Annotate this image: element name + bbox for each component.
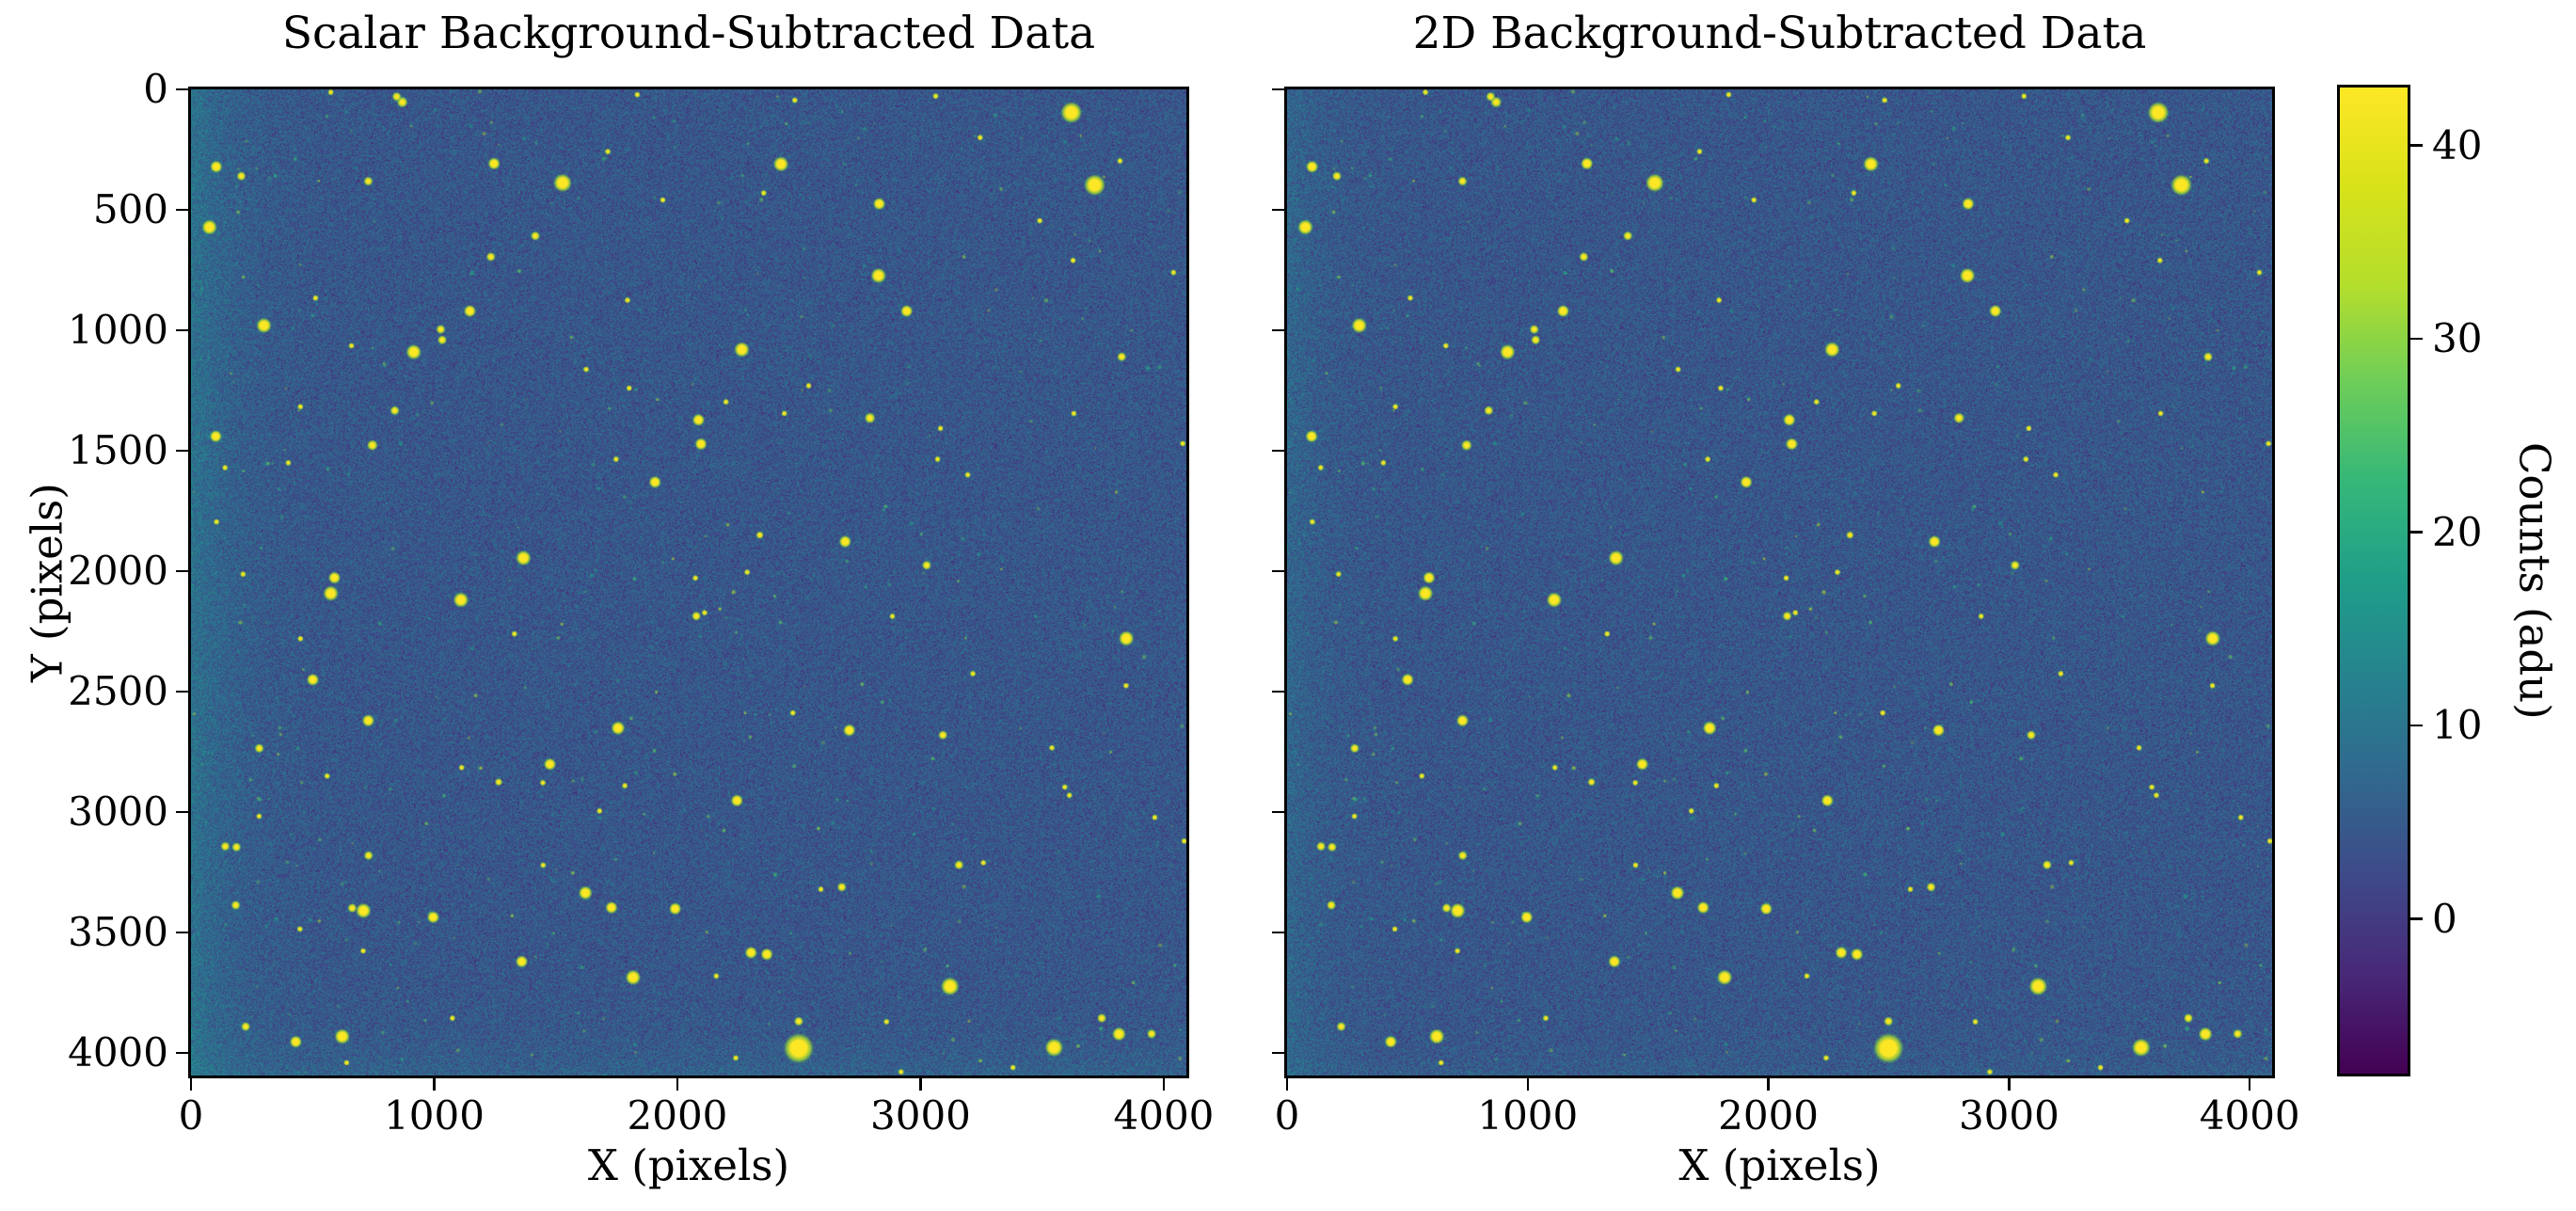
x-tick-label: 3000 — [1958, 1092, 2059, 1139]
x-tick-label: 4000 — [1113, 1092, 1215, 1139]
right-x-axis-label: X (pixels) — [1678, 1140, 1881, 1190]
y-tick — [1272, 1051, 1284, 1055]
y-tick — [176, 1051, 188, 1055]
x-tick — [1526, 1078, 1530, 1091]
left-panel-image — [191, 89, 1186, 1076]
y-tick-label: 1000 — [68, 307, 168, 354]
colorbar-gradient — [2340, 88, 2408, 1074]
x-tick — [2248, 1078, 2251, 1091]
y-tick — [176, 569, 188, 573]
x-tick-label: 0 — [178, 1092, 204, 1139]
x-tick — [676, 1078, 679, 1091]
x-tick-label: 2000 — [1718, 1092, 1820, 1139]
y-tick — [176, 931, 188, 934]
colorbar-frame — [2337, 85, 2410, 1076]
x-tick — [1767, 1078, 1770, 1091]
x-tick-label: 2000 — [627, 1092, 728, 1139]
x-tick-label: 1000 — [384, 1092, 485, 1139]
x-tick — [1285, 1078, 1289, 1091]
y-tick — [176, 88, 188, 91]
x-tick — [919, 1078, 922, 1091]
y-tick-label: 0 — [143, 66, 168, 112]
y-tick — [1272, 931, 1284, 934]
y-tick — [176, 449, 188, 453]
y-tick-label: 2000 — [68, 548, 168, 595]
y-tick — [1272, 690, 1284, 693]
colorbar-label: Counts (adu) — [2509, 441, 2560, 720]
y-tick-label: 500 — [92, 186, 168, 233]
y-tick-label: 3500 — [68, 909, 168, 956]
colorbar-tick-label: 0 — [2432, 895, 2457, 942]
colorbar-tick — [2410, 724, 2423, 727]
colorbar-tick-label: 40 — [2432, 121, 2483, 168]
x-tick-label: 4000 — [2199, 1092, 2300, 1139]
y-tick — [1272, 569, 1284, 573]
colorbar-tick — [2410, 144, 2423, 147]
y-tick-label: 3000 — [68, 789, 168, 836]
left-panel-title: Scalar Background-Subtracted Data — [281, 8, 1096, 59]
x-tick — [2008, 1078, 2011, 1091]
colorbar-tick — [2410, 531, 2423, 534]
x-tick-label: 1000 — [1477, 1092, 1579, 1139]
y-tick-label: 2500 — [68, 668, 168, 715]
y-tick — [1272, 328, 1284, 332]
y-tick — [176, 208, 188, 212]
y-tick — [1272, 449, 1284, 453]
right-panel-image — [1287, 89, 2272, 1076]
y-tick — [1272, 810, 1284, 814]
y-tick — [176, 690, 188, 693]
y-tick — [1272, 88, 1284, 91]
colorbar-tick — [2410, 917, 2423, 920]
y-tick-label: 4000 — [68, 1029, 168, 1076]
y-tick — [1272, 208, 1284, 212]
x-tick — [1162, 1078, 1166, 1091]
x-tick-label: 0 — [1274, 1092, 1300, 1139]
colorbar-tick-label: 30 — [2432, 315, 2483, 362]
x-tick — [433, 1078, 436, 1091]
colorbar-tick — [2410, 337, 2423, 341]
x-tick — [189, 1078, 193, 1091]
left-x-axis-label: X (pixels) — [587, 1140, 790, 1190]
y-tick-label: 1500 — [68, 427, 168, 474]
colorbar-tick-label: 20 — [2432, 508, 2483, 555]
x-tick-label: 3000 — [870, 1092, 971, 1139]
right-panel-title: 2D Background-Subtracted Data — [1412, 8, 2147, 59]
y-tick — [176, 810, 188, 814]
colorbar-tick-label: 10 — [2432, 702, 2483, 749]
y-tick — [176, 328, 188, 332]
